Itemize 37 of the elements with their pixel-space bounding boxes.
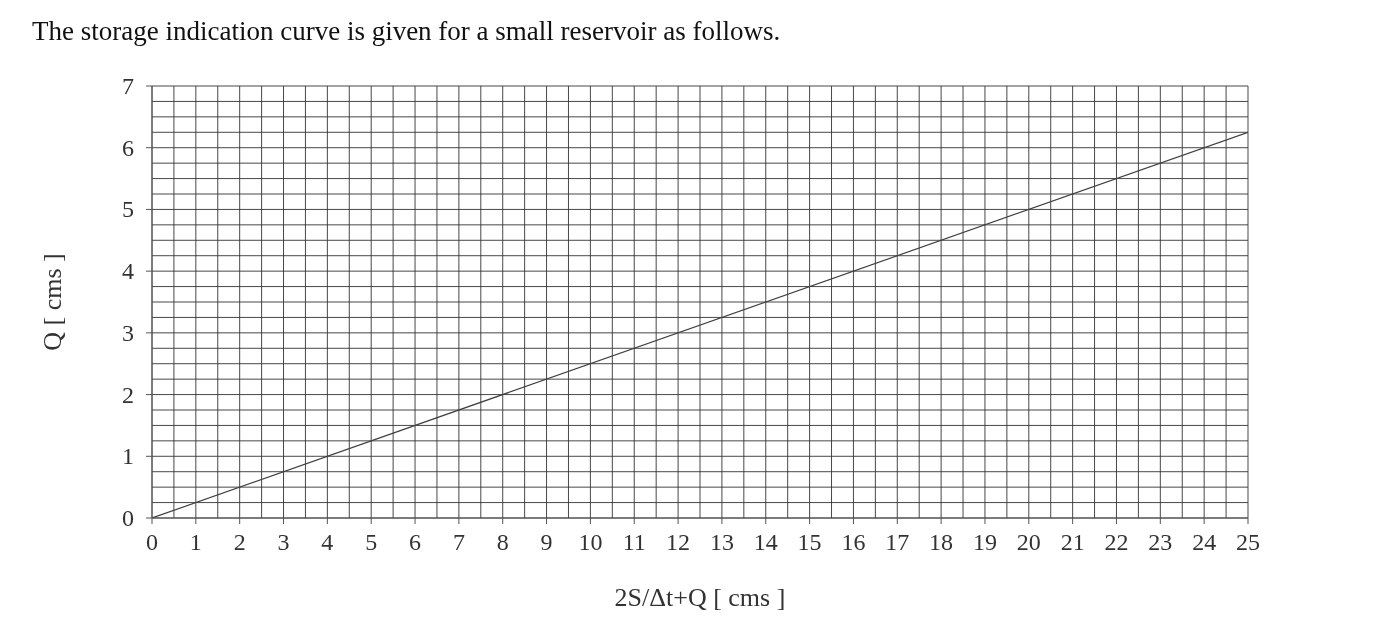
x-tick-label: 0 [146, 529, 158, 555]
y-tick-label: 5 [122, 196, 134, 223]
x-tick-label: 12 [666, 529, 691, 555]
y-tick-label: 6 [122, 134, 134, 161]
y-axis-title: Q [ cms ] [38, 253, 68, 351]
x-tick-label: 5 [365, 529, 378, 555]
y-tick-label: 0 [122, 505, 134, 531]
x-tick-label: 23 [1148, 529, 1173, 555]
x-axis-title: 2S/Δt+Q [ cms ] [614, 583, 786, 612]
x-tick-label: 20 [1016, 529, 1041, 555]
x-tick-label: 6 [409, 529, 422, 555]
y-tick-label: 2 [122, 381, 134, 408]
x-tick-label: 22 [1104, 529, 1129, 555]
x-tick-label: 25 [1236, 529, 1260, 555]
x-tick-label: 18 [929, 529, 954, 555]
x-tick-label: 24 [1192, 529, 1217, 555]
y-tick-label: 1 [122, 443, 134, 470]
x-tick-label: 16 [841, 529, 866, 555]
x-tick-label: 3 [277, 529, 290, 555]
x-tick-label: 15 [797, 529, 822, 555]
y-tick-label: 4 [122, 258, 134, 285]
x-tick-label: 14 [753, 529, 778, 555]
x-tick-label: 4 [321, 529, 334, 555]
x-tick-label: 2 [233, 529, 246, 555]
y-tick-label: 7 [122, 73, 134, 99]
y-tick-label: 3 [122, 319, 134, 346]
x-tick-label: 11 [622, 529, 646, 555]
x-tick-label: 8 [496, 529, 509, 555]
x-tick-label: 7 [452, 529, 465, 555]
x-tick-label: 21 [1060, 529, 1085, 555]
x-tick-label: 9 [540, 529, 553, 555]
chart-title: The storage indication curve is given for a small reservoir as follows. [31, 15, 782, 48]
x-tick-label: 19 [972, 529, 997, 555]
x-tick-label: 10 [578, 529, 603, 555]
x-tick-label: 13 [709, 529, 734, 555]
x-tick-label: 1 [189, 529, 202, 555]
x-tick-label: 17 [885, 529, 910, 555]
